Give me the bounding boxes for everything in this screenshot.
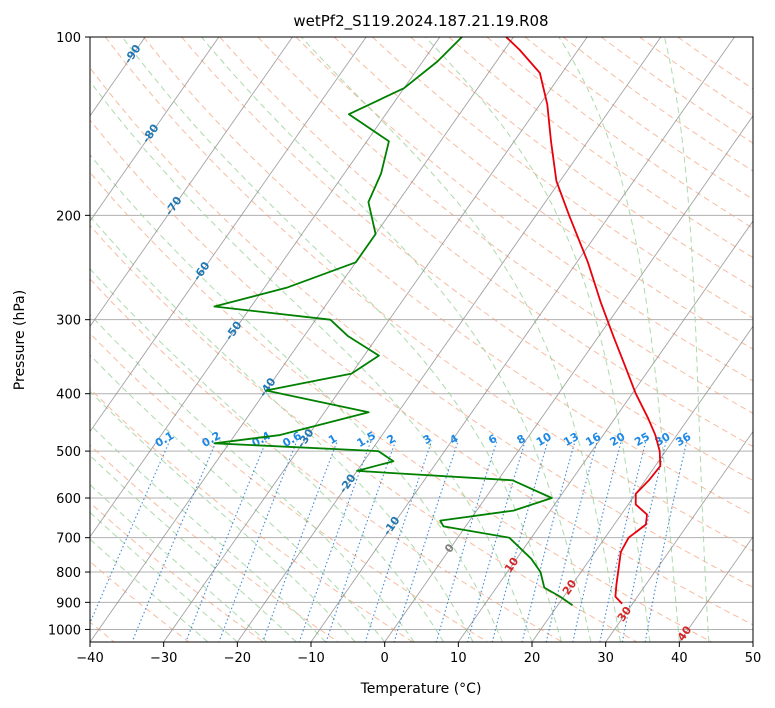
y-tick-label: 900 — [56, 596, 81, 611]
dry-adiabat — [219, 37, 753, 448]
isotherm-line — [457, 220, 753, 642]
x-tick-label: 10 — [450, 651, 467, 666]
moist-adiabat — [90, 511, 238, 642]
dry-adiabat — [143, 37, 753, 516]
y-tick-label: 100 — [56, 31, 81, 46]
y-tick-label: 700 — [56, 532, 81, 547]
moist-adiabat — [90, 80, 533, 642]
mixing-ratio-line — [393, 440, 459, 642]
dry-adiabats — [90, 37, 753, 642]
isotherm-label: 40 — [675, 623, 695, 643]
y-axis-ticks: 100 200 300 400 500 600 700 800 900 1000 — [48, 31, 90, 638]
moist-adiabat — [90, 538, 209, 642]
moist-adiabat — [300, 37, 621, 642]
mixing-ratio-line — [131, 440, 218, 642]
x-tick-label: −20 — [224, 651, 251, 666]
x-tick-label: −10 — [297, 651, 324, 666]
mixing-ratio-line — [90, 440, 171, 625]
x-tick-label: 0 — [381, 651, 389, 666]
mixing-ratio-line — [435, 440, 498, 642]
moist-adiabat — [121, 37, 562, 642]
x-tick-label: 40 — [671, 651, 688, 666]
x-axis-ticks: −40 −30 −20 −10 0 10 20 30 40 50 — [76, 642, 761, 666]
y-tick-label: 500 — [56, 445, 81, 460]
moist-adiabat — [664, 37, 710, 642]
isotherm-line — [678, 535, 753, 642]
dry-adiabat — [90, 560, 190, 642]
x-tick-label: 20 — [524, 651, 541, 666]
mixing-ratio-line — [325, 440, 397, 642]
moist-adiabats — [90, 37, 710, 642]
moist-adiabat — [90, 454, 297, 642]
isotherm-line — [90, 37, 441, 538]
isotherm-line — [90, 37, 514, 642]
moist-adiabat — [558, 37, 680, 642]
plot-frame — [89, 36, 754, 643]
y-tick-label: 300 — [56, 314, 81, 329]
y-tick-label: 400 — [56, 388, 81, 403]
mixing-ratio-line — [298, 440, 372, 642]
y-axis-label: Pressure (hPa) — [12, 290, 28, 390]
moist-adiabat — [90, 483, 268, 642]
dry-adiabat — [90, 332, 489, 642]
isotherm-line — [90, 37, 293, 328]
moist-adiabat — [90, 423, 327, 642]
x-tick-label: −40 — [76, 651, 103, 666]
profile-series — [213, 37, 662, 606]
moist-adiabat — [201, 37, 592, 642]
moist-adiabat — [90, 354, 386, 642]
dry-adiabat — [90, 444, 340, 642]
y-tick-label: 200 — [56, 209, 81, 224]
moist-adiabat — [90, 268, 445, 642]
plot-area: -100-90-80-70-60-50-40-30-20-10010203040… — [90, 37, 753, 643]
y-tick-label: 600 — [56, 492, 81, 507]
isotherm-line — [605, 430, 753, 642]
temperature-profile-line — [505, 37, 662, 605]
moist-adiabat — [90, 154, 503, 642]
dry-adiabat — [90, 224, 639, 642]
isotherm-line — [310, 37, 735, 642]
moist-adiabat — [425, 37, 651, 642]
y-tick-label: 800 — [56, 566, 81, 581]
isotherm-line — [163, 37, 588, 642]
isotherm-line — [531, 325, 753, 642]
mixing-ratio-line — [364, 440, 433, 642]
mixing-ratio-line — [491, 440, 549, 642]
y-tick-label: 1000 — [48, 623, 81, 638]
isotherm-line — [90, 37, 367, 433]
isotherm-line — [90, 37, 220, 222]
x-axis-label: Temperature (°C) — [360, 681, 482, 697]
mixing-ratio-line — [545, 440, 598, 642]
mixing-ratio-labels: 0.1 0.2 0.4 0.6 1 1.5 2 3 4 6 8 10 13 16 20 25 30 36 — [153, 429, 694, 450]
isotherm-line — [236, 37, 662, 642]
dry-adiabat — [90, 67, 753, 588]
chart-title: wetPf2_S119.2024.187.21.19.R08 — [293, 12, 548, 31]
dry-adiabat — [104, 37, 753, 552]
mixing-ratio-line — [466, 440, 526, 642]
mixing-ratio-lines — [90, 440, 688, 642]
x-tick-label: −30 — [150, 651, 177, 666]
x-tick-label: 50 — [745, 651, 762, 666]
moist-adiabat — [90, 390, 356, 642]
pressure-gridlines — [90, 37, 753, 630]
mixing-ratio-line — [521, 440, 576, 642]
x-tick-label: 30 — [597, 651, 614, 666]
dewpoint-profile-line — [213, 37, 574, 606]
isotherm-line — [384, 115, 753, 642]
moist-adiabat — [90, 215, 474, 642]
dry-adiabat — [90, 278, 564, 642]
dry-adiabat — [90, 388, 414, 642]
dry-adiabat — [90, 119, 753, 626]
dry-adiabat — [181, 37, 753, 482]
isotherms — [90, 37, 753, 642]
